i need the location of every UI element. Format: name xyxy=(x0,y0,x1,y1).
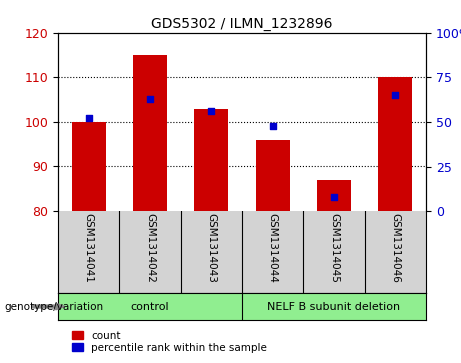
Text: GSM1314042: GSM1314042 xyxy=(145,213,155,284)
Bar xyxy=(317,180,351,211)
Text: control: control xyxy=(130,302,169,311)
Title: GDS5302 / ILMN_1232896: GDS5302 / ILMN_1232896 xyxy=(151,17,333,30)
Point xyxy=(392,93,399,98)
Bar xyxy=(378,77,412,211)
Text: GSM1314045: GSM1314045 xyxy=(329,213,339,284)
Bar xyxy=(195,109,228,211)
Text: NELF B subunit deletion: NELF B subunit deletion xyxy=(267,302,401,311)
Text: GSM1314041: GSM1314041 xyxy=(83,213,94,284)
Text: genotype/variation: genotype/variation xyxy=(5,302,104,311)
Bar xyxy=(72,122,106,211)
Text: GSM1314046: GSM1314046 xyxy=(390,213,400,284)
Bar xyxy=(256,140,290,211)
Point xyxy=(146,96,154,102)
Legend: count, percentile rank within the sample: count, percentile rank within the sample xyxy=(72,331,267,353)
Text: GSM1314044: GSM1314044 xyxy=(268,213,278,284)
Bar xyxy=(133,55,167,211)
Point xyxy=(331,194,338,200)
Point xyxy=(85,115,92,121)
Text: GSM1314043: GSM1314043 xyxy=(207,213,216,284)
Point xyxy=(207,109,215,114)
Point xyxy=(269,123,276,129)
